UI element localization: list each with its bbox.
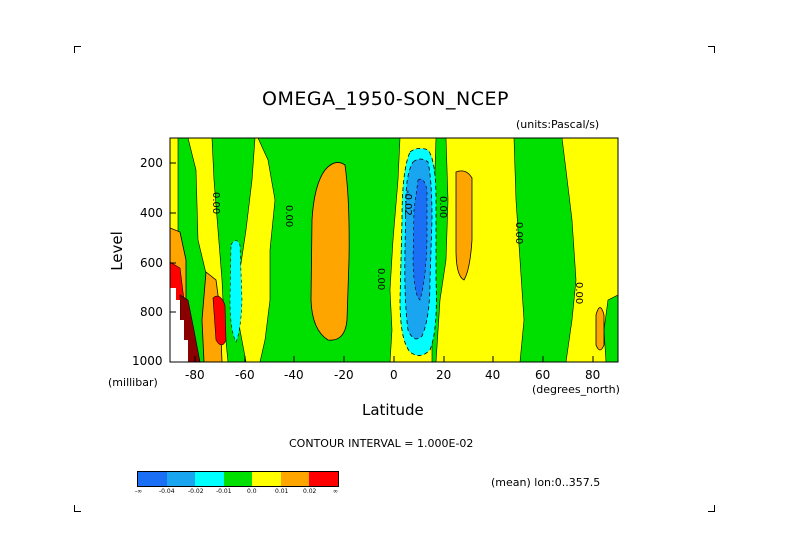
- corner-mark-top-left: [74, 46, 81, 53]
- y-tick-label: 600: [140, 256, 163, 270]
- masked-terrain: [170, 288, 188, 362]
- x-tick-label: -40: [284, 368, 304, 382]
- colorbar-swatch: [195, 472, 224, 486]
- y-tick-label: 1000: [132, 354, 163, 368]
- y-tick-label: 800: [140, 305, 163, 319]
- x-tick-label: 60: [535, 368, 551, 382]
- contour-label: 0.00: [283, 205, 294, 227]
- subsidence-region: [310, 162, 350, 341]
- colorbar-swatch: [252, 472, 281, 486]
- contour-label: 0.00: [437, 196, 448, 218]
- corner-mark-bottom-left: [74, 505, 81, 512]
- colorbar-swatch: [223, 472, 253, 486]
- strong-subsidence-region: [212, 295, 227, 346]
- y-tick-label: 200: [140, 156, 163, 170]
- colorbar-label: 0.02: [303, 488, 317, 495]
- colorbar-label: -0.02: [188, 488, 204, 495]
- contour-label: 0.00: [210, 192, 221, 214]
- corner-mark-top-right: [708, 46, 715, 53]
- colorbar-label: 0.01: [275, 488, 289, 495]
- colorbar-label: -∞: [135, 488, 143, 495]
- weak-subsidence-region: [513, 138, 577, 362]
- units-label: (units:Pascal/s): [516, 118, 600, 131]
- contour-label: -0.02: [402, 190, 413, 216]
- contour-label: 0.00: [573, 282, 584, 304]
- x-tick-label: 40: [485, 368, 501, 382]
- y-axis-units: (millibar): [108, 376, 158, 389]
- ascent-region-inner: [412, 178, 428, 301]
- x-axis-title: Latitude: [362, 401, 424, 419]
- y-ticks: [170, 162, 176, 313]
- x-tick-label: 20: [436, 368, 452, 382]
- colorbar-swatch: [309, 472, 339, 486]
- mean-longitude-note: (mean) lon:0..357.5: [491, 476, 601, 489]
- colorbar-label: -0.04: [159, 488, 175, 495]
- chart-title: OMEGA_1950-SON_NCEP: [262, 88, 509, 110]
- x-tick-label: 0: [390, 368, 398, 382]
- x-tick-label: -20: [334, 368, 354, 382]
- y-axis-title: Level: [107, 231, 126, 271]
- subsidence-region: [595, 307, 605, 351]
- colorbar-label: -0.01: [216, 488, 232, 495]
- x-tick-label: 80: [585, 368, 601, 382]
- y-tick-label: 400: [140, 206, 163, 220]
- colorbar-swatch: [138, 472, 167, 486]
- contour-interval-note: CONTOUR INTERVAL = 1.000E-02: [289, 437, 474, 450]
- contour-label: 0.00: [513, 222, 524, 244]
- subsidence-region: [455, 170, 473, 281]
- x-tick-label: -80: [185, 368, 205, 382]
- corner-mark-bottom-right: [708, 505, 715, 512]
- colorbar-labels: -∞ -0.04 -0.02 -0.01 0.0 0.01 0.02 ∞: [135, 488, 339, 498]
- x-axis-units: (degrees_north): [532, 383, 620, 396]
- ascent-strip: [229, 240, 243, 343]
- contour-label: 0.00: [375, 268, 386, 290]
- colorbar-swatch: [280, 472, 310, 486]
- colorbar-swatch: [166, 472, 196, 486]
- colorbar-label: ∞: [333, 488, 338, 495]
- x-tick-label: -60: [235, 368, 255, 382]
- colorbar: [137, 471, 339, 487]
- x-ticks: [194, 356, 594, 362]
- colorbar-label: 0.0: [247, 488, 257, 495]
- weak-subsidence-region: [603, 294, 618, 362]
